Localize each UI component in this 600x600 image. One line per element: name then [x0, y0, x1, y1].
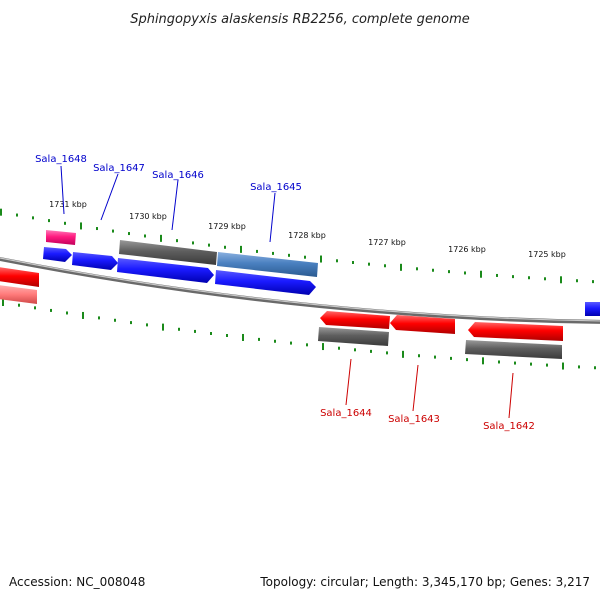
gene-feature-gray-1646[interactable]: [119, 240, 217, 265]
gene-sala-1644[interactable]: [320, 311, 390, 329]
map-title: Sphingopyxis alaskensis RB2256, complete…: [130, 12, 470, 27]
gene-feature-right-blue[interactable]: [585, 302, 600, 316]
gene-sala-1643[interactable]: [390, 315, 455, 334]
gene-sala-1648[interactable]: [43, 247, 72, 262]
tick-label: 1730 kbp: [129, 212, 167, 221]
gene-sala-1646[interactable]: [117, 258, 214, 283]
gene-feature-left-red[interactable]: [0, 267, 39, 287]
gene-feature-left-lightred[interactable]: [0, 285, 37, 304]
gene-label[interactable]: Sala_1648: [35, 154, 87, 165]
gene-label[interactable]: Sala_1643: [388, 414, 440, 425]
gene-label[interactable]: Sala_1646: [152, 170, 204, 181]
top-label-leaders: [60, 165, 276, 243]
genome-backbone-highlight: [0, 257, 600, 322]
gene-feature-gray-1644[interactable]: [318, 327, 389, 346]
reverse-gene-labels: Sala_1644 Sala_1643 Sala_1642: [320, 408, 535, 432]
gene-label[interactable]: Sala_1642: [483, 421, 535, 432]
tick-label: 1731 kbp: [49, 200, 87, 209]
tick-label: 1726 kbp: [448, 245, 486, 254]
tick-label: 1725 kbp: [528, 250, 566, 259]
gene-feature-steel-1645[interactable]: [217, 252, 318, 277]
genome-backbone: [0, 256, 600, 324]
bottom-label-leaders: [345, 358, 514, 419]
upper-tick-ring: [0, 208, 594, 284]
reverse-genes: [0, 267, 563, 359]
forward-gene-labels: Sala_1648 Sala_1647 Sala_1646 Sala_1645: [35, 154, 302, 193]
tick-label: 1728 kbp: [288, 231, 326, 240]
tick-label: 1729 kbp: [208, 222, 246, 231]
gene-sala-1645[interactable]: [215, 270, 316, 295]
gene-label[interactable]: Sala_1647: [93, 163, 145, 174]
kbp-tick-labels: 1731 kbp 1730 kbp 1729 kbp 1728 kbp 1727…: [49, 200, 566, 259]
forward-genes: [43, 230, 600, 316]
lower-tick-ring: [2, 299, 596, 370]
gene-feature-gray-1642[interactable]: [465, 340, 562, 359]
gene-label[interactable]: Sala_1645: [250, 182, 302, 193]
genome-summary-text: Topology: circular; Length: 3,345,170 bp…: [259, 575, 590, 589]
gene-sala-1642[interactable]: [468, 322, 563, 341]
tick-label: 1727 kbp: [368, 238, 406, 247]
gene-label[interactable]: Sala_1644: [320, 408, 372, 419]
accession-text: Accession: NC_008048: [9, 575, 145, 589]
gene-sala-1647[interactable]: [72, 252, 118, 270]
gene-feature-pink[interactable]: [46, 230, 76, 245]
